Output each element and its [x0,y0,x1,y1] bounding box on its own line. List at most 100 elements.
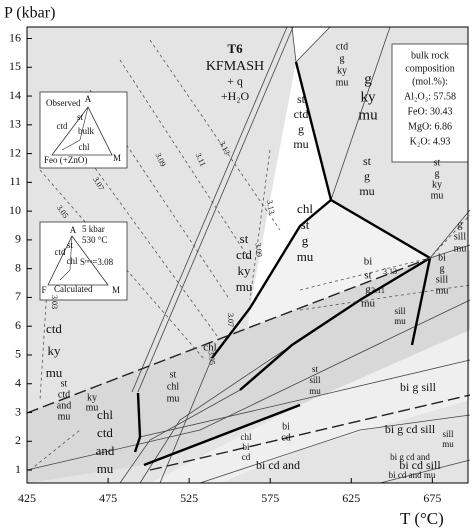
field-label: sill [454,231,466,242]
field-label: cd [242,452,251,462]
field-label: mu [309,386,321,396]
y-tick-label: 1 [15,462,21,476]
isopleth-label: 3.07 [226,313,235,327]
bulk-composition: bulk rock [411,50,449,61]
field-label: g [298,122,304,136]
field-label: chl [297,201,313,216]
inset-label: Feo (+ZnO) [44,155,87,165]
y-tick-label: 6 [15,318,21,332]
y-tick-label: 13 [9,117,21,131]
y-tick-label: 10 [9,203,21,217]
plot-frame [26,26,469,484]
x-axis-label: T (°C) [400,509,444,528]
field-label: mu [394,316,406,326]
field-label: bi [364,256,373,268]
field-label: mu [431,190,444,201]
field-label: mu [58,411,71,422]
bulk-composition: composition [405,63,454,74]
field-label: cd [281,432,290,443]
bulk-composition: MgO: 6.86 [408,121,452,132]
inset-label: ctd [57,121,68,131]
bulk-composition: FeO: 30.43 [408,106,453,117]
field-label: st [363,154,372,168]
field-label: mu [297,249,314,264]
field-label: g [458,219,463,230]
field-label: ctd [294,107,309,121]
field-label: mu [86,402,99,413]
isopleth-label: 3.13 [383,267,397,276]
field-label: mu [236,279,253,294]
field-label: bi cd sill [399,458,441,472]
field-label: mu [97,461,114,476]
y-tick-label: 4 [15,375,21,389]
y-tick-label: 14 [9,88,21,102]
annotation: + q [227,74,243,88]
y-tick-label: 8 [15,260,21,274]
y-tick-label: 9 [15,232,21,246]
field-label: g [340,53,345,64]
field-label: g [364,71,372,87]
y-tick-label: 7 [15,289,21,303]
inset-label: Calculated [54,284,93,294]
field-label: st [240,231,249,246]
field-label: mu [359,184,374,198]
field-label: and [57,400,71,411]
field-label: bi [438,252,446,263]
field-label: and [96,443,115,458]
field-label: ky [337,65,347,76]
bulk-composition: (mol.%): [412,76,448,87]
field-label: chl [241,432,252,442]
field-label: mu [46,365,63,380]
field-label: bi g sill [400,380,437,394]
field-label: ky [238,263,252,278]
field-label: mu [442,439,454,449]
field-label: ky [432,179,442,190]
inset-label: 530 °C [82,235,107,245]
inset-label: chl [79,142,90,152]
inset-label: st [77,112,84,122]
y-axis-label: P (kbar) [4,5,55,22]
field-label: st [312,364,319,374]
field-label: g [440,263,445,274]
x-tick-label: 625 [342,491,360,505]
field-label: sill [442,429,454,439]
x-tick-label: 675 [423,491,441,505]
y-tick-label: 12 [9,145,21,159]
field-label: ctd [46,321,62,336]
field-label: mu [361,298,376,310]
isopleth-label: 3.11 [371,286,385,295]
field-label: st [170,369,177,380]
field-label: bi cd and mu [389,470,436,480]
inset-label: A [85,94,92,104]
field-label: st [301,217,310,232]
field-label: g [365,284,371,296]
field-label: st [297,92,306,106]
annotation: +H₂O [221,89,250,103]
field-label: mu [336,77,349,88]
field-label: chl [203,342,216,354]
y-tick-label: 3 [15,404,21,418]
field-label: g [364,169,370,183]
field-label: g [435,168,440,179]
field-label: ctd [97,425,113,440]
isopleth-label: 3.09 [254,243,264,258]
x-tick-label: 525 [180,491,198,505]
field-label: mu [454,243,467,254]
isopleth-label: 3.05 [207,351,217,366]
inset-label: Sᵐᵘ=3.08 [80,257,114,267]
inset-label: bulk [78,126,95,136]
inset-label: st [67,240,74,250]
y-tick-label: 2 [15,433,21,447]
isopleth-label: 3.03 [50,295,59,309]
annotation: KFMASH [206,59,264,74]
y-tick-label: 15 [9,59,21,73]
field-label: st [61,378,68,389]
field-label: mu [436,285,449,296]
y-tick-label: 5 [15,347,21,361]
inset-label: ctd [55,247,66,257]
isopleth-label: 3.13 [265,199,276,214]
field-label: mu [167,393,180,404]
field-label: bi g cd sill [385,422,436,436]
field-label: sill [436,274,448,285]
